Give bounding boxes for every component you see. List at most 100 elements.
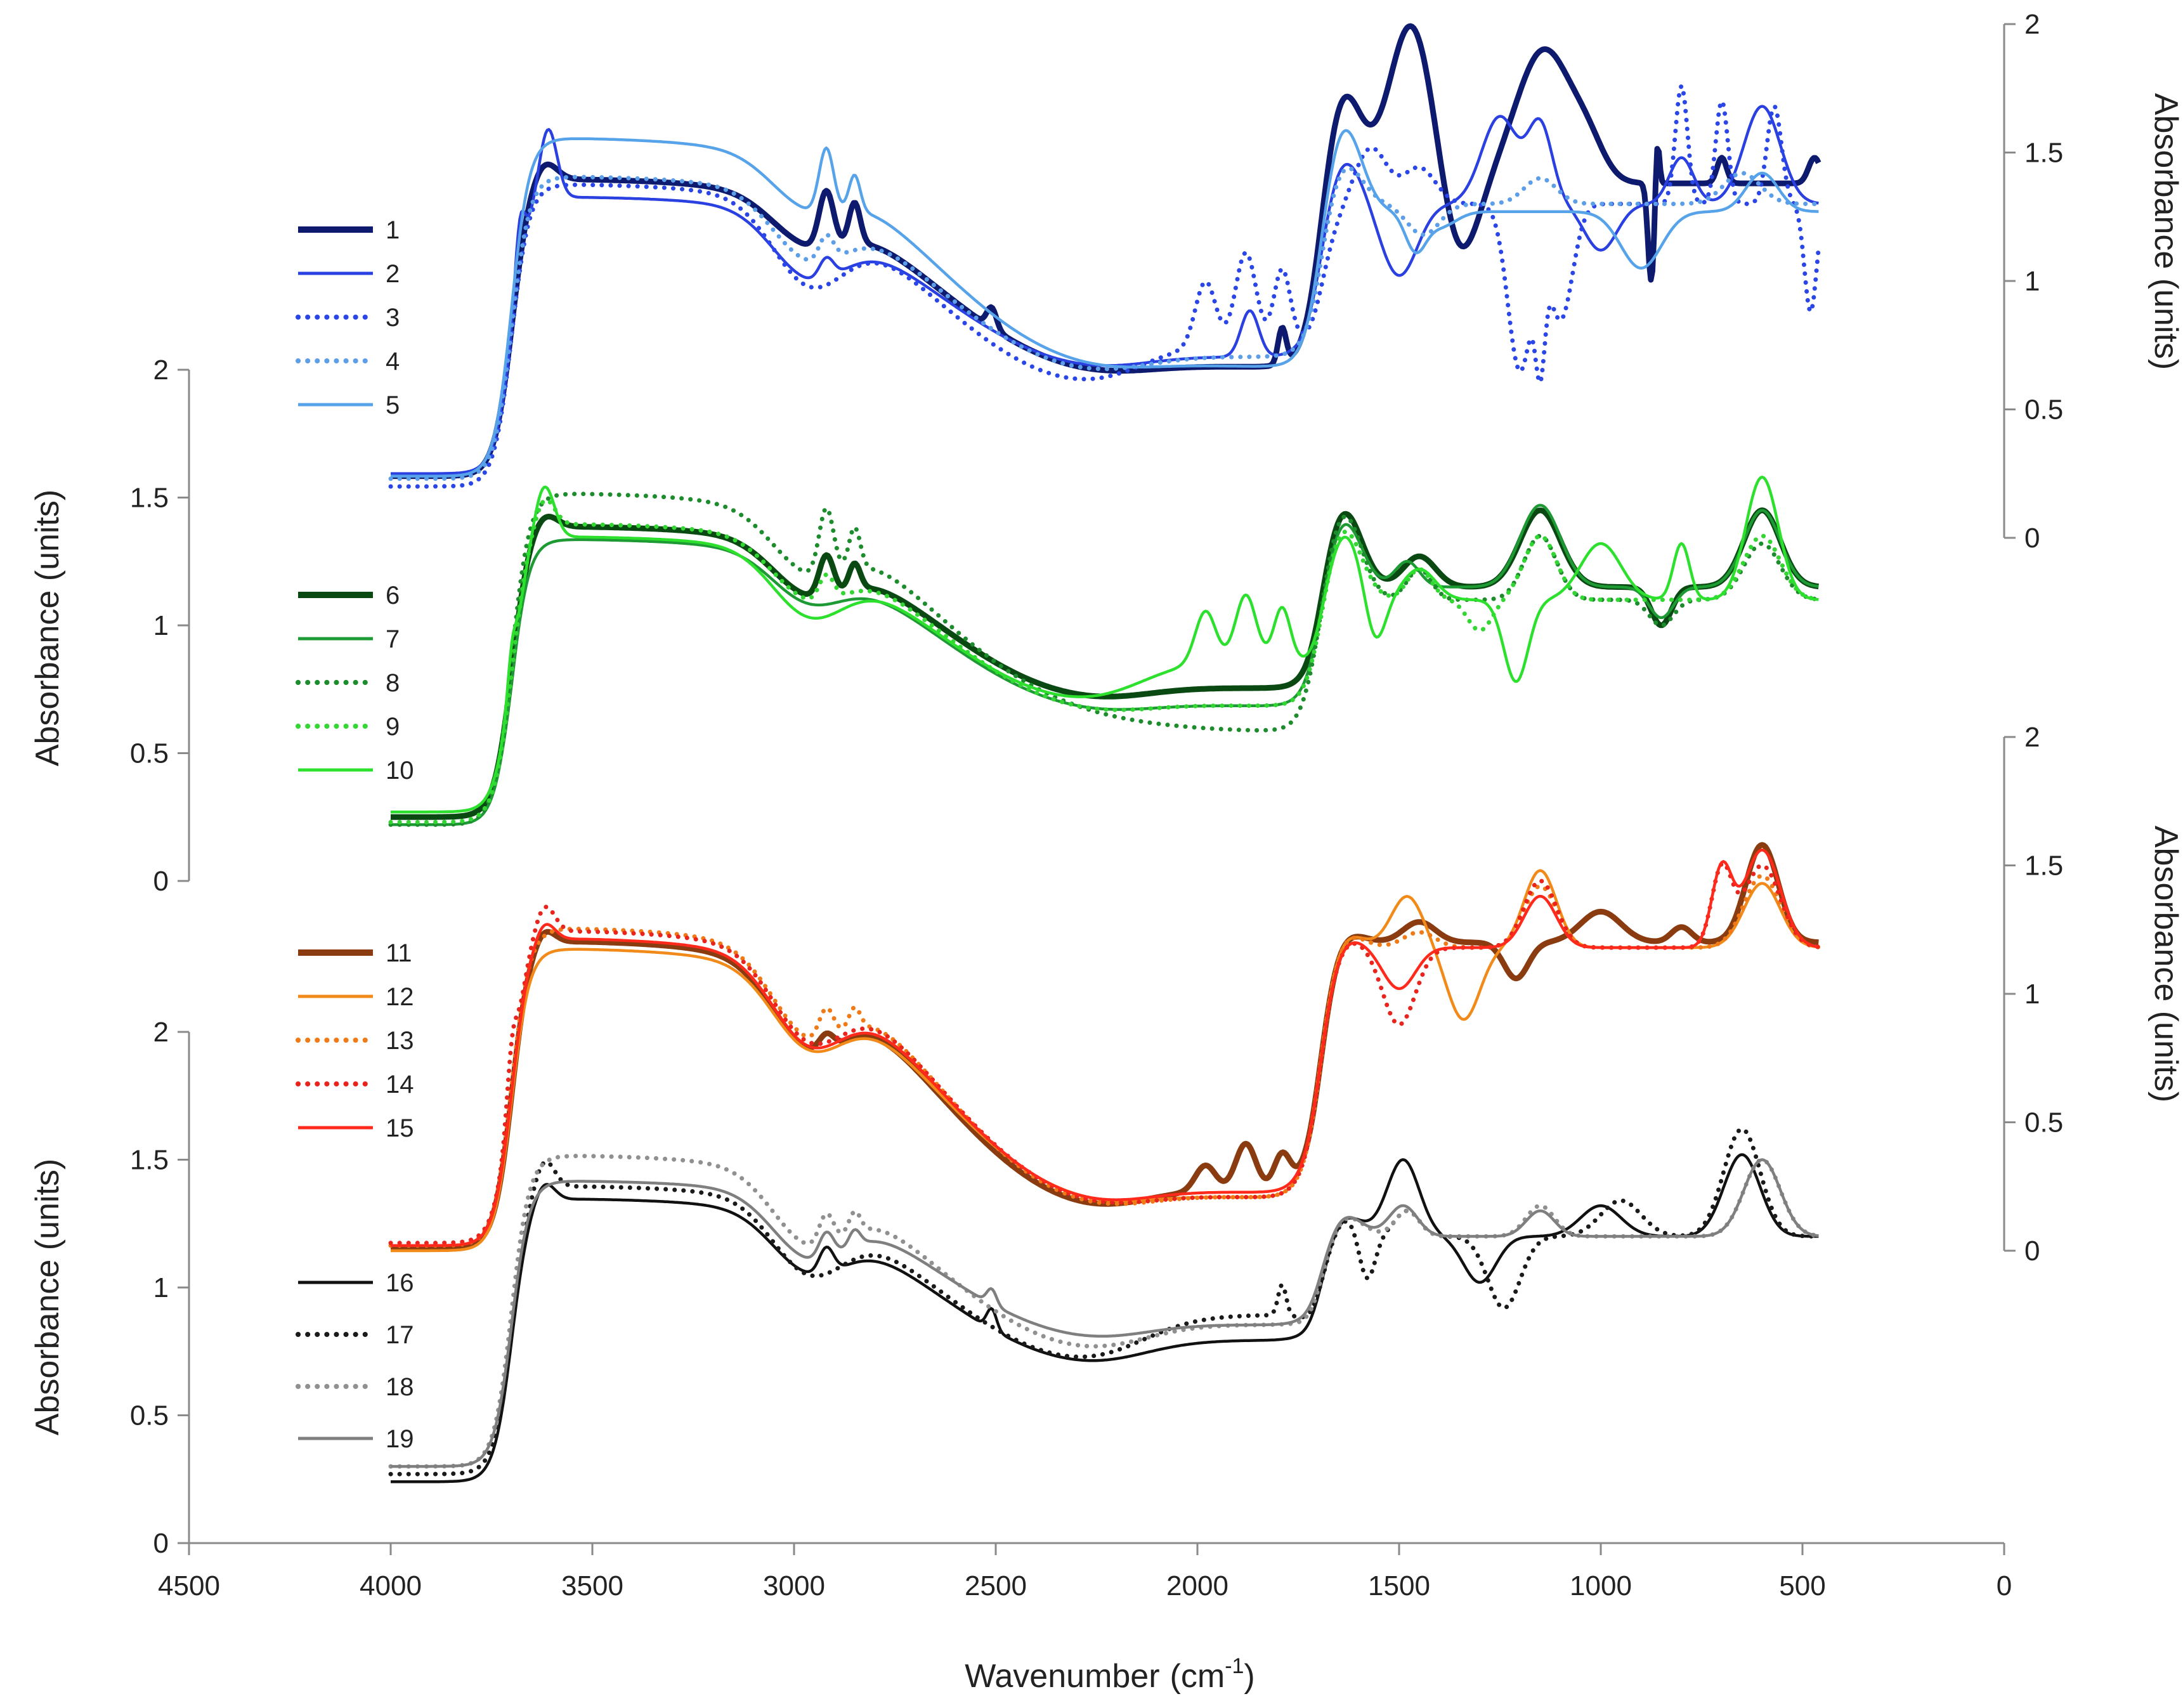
legend-label: 7 xyxy=(386,625,400,653)
x-axis-title-unit-close: ) xyxy=(1244,1658,1254,1695)
right-top-axis-title: Absorbance (units) xyxy=(2147,93,2183,370)
series-line-2 xyxy=(391,105,1819,475)
legend-label: 13 xyxy=(386,1027,414,1055)
legend-label: 4 xyxy=(386,348,400,375)
left-bottom-tick-label: 1 xyxy=(153,1272,169,1303)
legend-blue: 1 2 3 4 5 xyxy=(296,216,400,419)
legend-orange-red: 11 12 13 14 15 xyxy=(296,939,414,1142)
right-bottom-axis-title: Absorbance (units) xyxy=(2147,826,2183,1102)
legend-label: 9 xyxy=(386,713,400,741)
legend-label: 6 xyxy=(386,582,400,610)
x-tick-label: 4000 xyxy=(360,1570,422,1601)
legend-item: 10 xyxy=(298,757,414,785)
series-line-16 xyxy=(391,1153,1819,1483)
legend-label: 12 xyxy=(386,983,414,1011)
x-axis-title-unit-sup: -1 xyxy=(1225,1654,1244,1678)
right-top-tick-label: 0.5 xyxy=(2024,394,2063,426)
legend-label: 2 xyxy=(386,260,400,288)
right-bottom-tick-label: 0.5 xyxy=(2024,1107,2063,1138)
legend-label: 14 xyxy=(386,1071,414,1098)
legend-item: 16 xyxy=(298,1269,414,1297)
left-top-axis-title: Absorbance (units) xyxy=(29,490,66,766)
legend-label: 8 xyxy=(386,669,400,697)
series-group-blue xyxy=(388,23,1821,489)
legend-label: 15 xyxy=(386,1114,414,1142)
legend-item: 12 xyxy=(298,983,414,1011)
left-top-tick-label: 2 xyxy=(153,355,169,386)
x-tick-label: 3500 xyxy=(561,1570,623,1601)
x-tick-label: 0 xyxy=(1997,1570,2012,1601)
legend-item: 13 xyxy=(296,1027,414,1055)
right-top-tick-label: 1.5 xyxy=(2024,138,2063,169)
legend-item: 17 xyxy=(296,1321,414,1349)
legend-item: 11 xyxy=(298,939,412,967)
series-line-14 xyxy=(388,861,1821,1246)
x-axis-title-main: Wavenumber xyxy=(965,1658,1159,1695)
left-bottom-axis-title: Absorbance (units) xyxy=(29,1159,66,1435)
x-tick-label: 3000 xyxy=(763,1570,825,1601)
right-bottom-tick-label: 1 xyxy=(2024,979,2040,1010)
x-tick-label: 1500 xyxy=(1368,1570,1430,1601)
left-bottom-tick-label: 2 xyxy=(153,1017,169,1048)
x-tick-label: 2000 xyxy=(1166,1570,1228,1601)
left-bottom-tick-label: 0 xyxy=(153,1528,169,1559)
legend-item: 19 xyxy=(298,1425,414,1453)
series-group-orange-red xyxy=(388,842,1821,1253)
legend-item: 15 xyxy=(298,1114,414,1142)
series-layer xyxy=(388,23,1821,1483)
legend-label: 18 xyxy=(386,1373,414,1401)
right-top-tick-label: 2 xyxy=(2024,9,2040,40)
right-top-tick-label: 0 xyxy=(2024,523,2040,554)
legend-label: 1 xyxy=(386,216,400,244)
legend-label: 3 xyxy=(386,304,400,332)
x-tick-label: 4500 xyxy=(158,1570,220,1601)
series-line-9 xyxy=(388,497,1821,825)
axes-layer: 4500 4000 3500 3000 2500 2000 1500 1000 500 000.5… xyxy=(130,9,2063,1601)
series-line-7 xyxy=(391,504,1819,826)
legend-label: 10 xyxy=(386,757,414,785)
x-axis-title-unit-open: (cm xyxy=(1170,1658,1225,1695)
legend-grey: 16 17 18 19 xyxy=(296,1269,414,1453)
legend-item: 18 xyxy=(296,1373,414,1401)
x-tick-label: 1000 xyxy=(1570,1570,1632,1601)
series-line-10 xyxy=(391,476,1819,814)
legend-label: 19 xyxy=(386,1425,414,1453)
legend-item: 1 xyxy=(298,216,400,244)
legend-item: 4 xyxy=(296,348,400,375)
legend-item: 5 xyxy=(298,391,400,419)
left-top-tick-label: 1 xyxy=(153,610,169,641)
left-bottom-tick-label: 0.5 xyxy=(130,1400,169,1431)
series-line-3 xyxy=(388,83,1821,489)
right-bottom-tick-label: 2 xyxy=(2024,722,2040,753)
left-top-tick-label: 0 xyxy=(153,866,169,897)
series-line-19 xyxy=(391,1158,1819,1468)
legend-item: 9 xyxy=(296,713,400,741)
series-line-17 xyxy=(388,1126,1821,1477)
series-line-8 xyxy=(388,492,1821,827)
x-axis-title: Wavenumber (cm-1) xyxy=(965,1654,1255,1695)
series-group-green xyxy=(388,476,1821,827)
legend-item: 8 xyxy=(296,669,400,697)
series-line-5 xyxy=(391,129,1819,478)
axis-titles: Wavenumber (cm-1) Absorbance (units) Abso… xyxy=(29,93,2183,1695)
right-bottom-tick-label: 0 xyxy=(2024,1235,2040,1267)
series-group-grey xyxy=(388,1126,1821,1483)
right-bottom-tick-label: 1.5 xyxy=(2024,851,2063,882)
series-line-4 xyxy=(388,166,1821,481)
left-top-tick-label: 0.5 xyxy=(130,738,169,769)
series-line-6 xyxy=(389,507,1820,820)
left-bottom-tick-label: 1.5 xyxy=(130,1145,169,1176)
legend-item: 2 xyxy=(298,260,400,288)
left-top-tick-label: 1.5 xyxy=(130,483,169,514)
legend-green: 6 7 8 9 10 xyxy=(296,582,414,785)
x-tick-label: 2500 xyxy=(965,1570,1027,1601)
legend-item: 6 xyxy=(298,582,400,610)
legend-label: 17 xyxy=(386,1321,414,1349)
series-line-15 xyxy=(391,848,1819,1248)
right-top-tick-label: 1 xyxy=(2024,266,2040,297)
legend-label: 5 xyxy=(386,391,400,419)
legend-label: 11 xyxy=(386,939,412,967)
x-tick-label: 500 xyxy=(1779,1570,1825,1601)
